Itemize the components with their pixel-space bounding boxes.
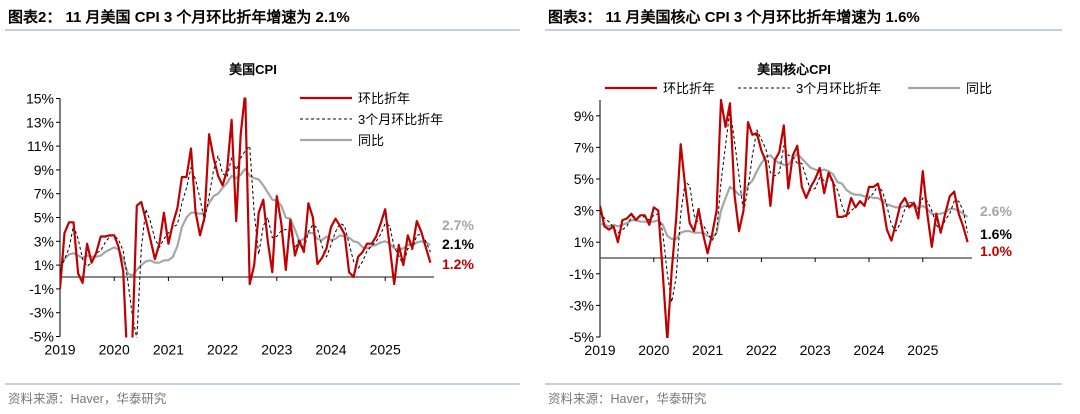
y-tick-label: -3% bbox=[29, 305, 54, 321]
legend-label: 同比 bbox=[966, 81, 992, 96]
y-tick-label: -5% bbox=[29, 329, 54, 345]
end-value-label: 2.7% bbox=[442, 217, 474, 233]
chart-header-left: 图表2： 11 月美国 CPI 3 个月环比折年增速为 2.1% bbox=[8, 9, 350, 26]
footer-rule-left bbox=[5, 383, 520, 385]
source-note-left: 资料来源：Haver，华泰研究 bbox=[8, 392, 167, 406]
x-tick-label: 2020 bbox=[638, 342, 669, 358]
legend-label: 3个月环比折年 bbox=[796, 81, 881, 96]
legend-label: 3个月环比折年 bbox=[358, 112, 443, 127]
chart-1: 美国CPI 15% 13% 11% 9% 7% 5% 3% 1% -1% -3% -5%2019 202… bbox=[26, 62, 474, 358]
y-tick-label: 7% bbox=[34, 186, 54, 202]
y-tick-label: -1% bbox=[29, 281, 54, 297]
y-tick-label: 11% bbox=[27, 138, 54, 154]
x-tick-label: 2019 bbox=[584, 342, 615, 358]
y-tick-label: -5% bbox=[569, 329, 594, 345]
series-line-3m-annualized bbox=[600, 109, 969, 303]
end-value-label: 1.6% bbox=[980, 226, 1012, 242]
end-value-label: 2.1% bbox=[442, 236, 474, 252]
y-tick-label: 9% bbox=[34, 162, 54, 178]
series-line-yoy bbox=[60, 167, 431, 277]
x-tick-label: 2025 bbox=[907, 342, 938, 358]
y-tick-label: 9% bbox=[574, 108, 594, 124]
header-rule-right bbox=[545, 29, 1062, 31]
series-line-3m-annualized bbox=[60, 145, 431, 338]
chart-title: 美国CPI bbox=[229, 62, 277, 77]
y-tick-label: 3% bbox=[34, 233, 54, 249]
chart-title: 美国核心CPI bbox=[757, 62, 831, 77]
y-tick-label: 5% bbox=[574, 171, 594, 187]
y-tick-label: -1% bbox=[569, 266, 594, 282]
x-tick-label: 2022 bbox=[207, 342, 238, 358]
end-value-label: 1.0% bbox=[980, 243, 1012, 259]
x-tick-label: 2019 bbox=[44, 342, 75, 358]
x-tick-label: 2024 bbox=[853, 342, 884, 358]
x-tick-label: 2021 bbox=[692, 342, 723, 358]
y-tick-label: 7% bbox=[574, 139, 594, 155]
legend-label: 环比折年 bbox=[358, 91, 410, 106]
x-tick-label: 2022 bbox=[746, 342, 777, 358]
y-tick-label: 1% bbox=[574, 234, 594, 250]
y-tick-label: 13% bbox=[26, 114, 54, 130]
header-rule-left bbox=[5, 29, 520, 31]
end-value-label: 1.2% bbox=[442, 256, 474, 272]
x-tick-label: 2025 bbox=[370, 342, 401, 358]
legend-label: 同比 bbox=[358, 133, 384, 148]
end-value-label: 2.6% bbox=[980, 203, 1012, 219]
y-tick-label: 15% bbox=[26, 91, 54, 107]
legend-label: 环比折年 bbox=[663, 81, 715, 96]
x-tick-label: 2020 bbox=[99, 342, 130, 358]
y-tick-label: 1% bbox=[34, 257, 54, 273]
chart-2: 美国核心CPI 9% 7% 5% 3% 1% -1% -3% -5%2019 2020 2021 20… bbox=[569, 62, 1012, 358]
y-tick-label: -3% bbox=[569, 297, 594, 313]
source-note-right: 资料来源：Haver，华泰研究 bbox=[548, 392, 707, 406]
chart-header-right: 图表3： 11 月美国核心 CPI 3 个月环比折年增速为 1.6% bbox=[548, 9, 920, 26]
series-line-mom-annualized bbox=[600, 99, 969, 338]
footer-rule-right bbox=[545, 383, 1062, 385]
y-tick-label: 5% bbox=[34, 210, 54, 226]
x-tick-label: 2023 bbox=[800, 342, 831, 358]
x-tick-label: 2021 bbox=[153, 342, 184, 358]
series-line-mom-annualized bbox=[60, 97, 432, 338]
x-tick-label: 2023 bbox=[261, 342, 292, 358]
y-tick-label: 3% bbox=[574, 203, 594, 219]
x-tick-label: 2024 bbox=[315, 342, 346, 358]
series-line-yoy bbox=[600, 152, 969, 241]
